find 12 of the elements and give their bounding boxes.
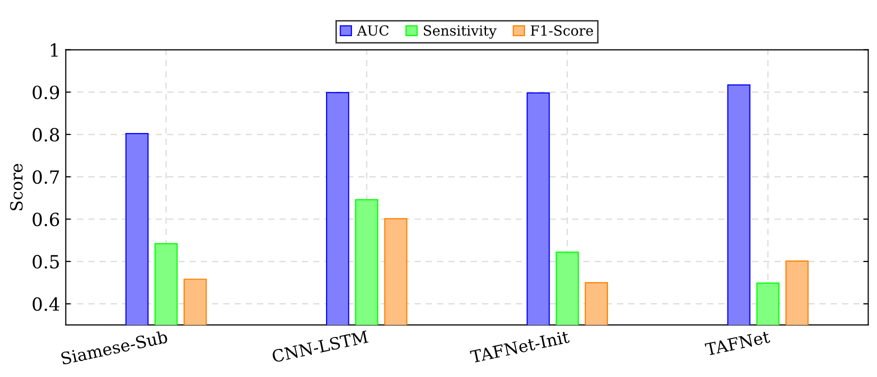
- x-tick-label: TAFNet: [704, 330, 770, 356]
- y-tick-label: 1: [50, 43, 58, 57]
- legend-label: AUC: [356, 25, 389, 36]
- y-tick-label: 0.5: [32, 254, 59, 269]
- y-tick-label: 0.9: [32, 86, 60, 100]
- y-axis-title: Score: [10, 164, 23, 210]
- legend-label: Sensitivity: [424, 25, 497, 39]
- y-tick-label: 0.4: [32, 297, 60, 311]
- legend-label: F1-Score: [530, 25, 593, 36]
- y-tick-label: 0.7: [32, 170, 59, 184]
- y-tick-label: 0.8: [32, 128, 60, 142]
- y-tick-label: 0.6: [32, 212, 60, 226]
